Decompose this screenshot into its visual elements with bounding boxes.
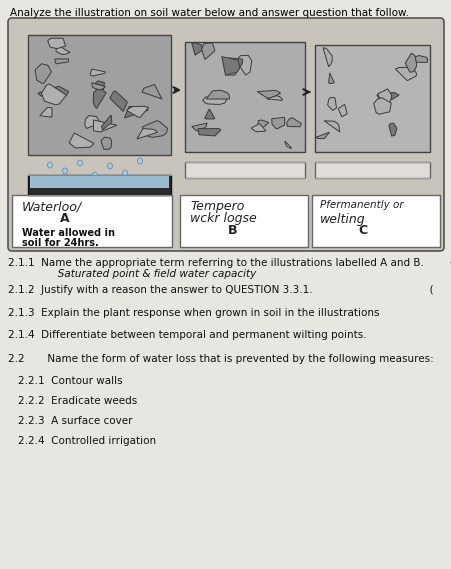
Polygon shape [95,81,104,89]
Polygon shape [137,129,157,139]
Polygon shape [142,84,162,99]
Polygon shape [413,56,428,63]
Text: wckr logse: wckr logse [190,212,257,225]
Ellipse shape [78,160,83,166]
Polygon shape [323,48,332,67]
Text: 2.1.2  Justify with a reason the answer to QUESTION 3.3.1.                      : 2.1.2 Justify with a reason the answer t… [8,285,433,295]
Polygon shape [389,123,397,136]
Ellipse shape [123,170,128,176]
Ellipse shape [138,158,143,164]
Polygon shape [203,97,227,105]
Polygon shape [38,86,69,98]
Polygon shape [48,38,65,48]
Bar [315,162,430,178]
Text: 2.2.2  Eradicate weeds: 2.2.2 Eradicate weeds [18,396,137,406]
Text: Pfermanently or: Pfermanently or [320,200,404,210]
Polygon shape [56,45,70,55]
Polygon shape [142,121,168,138]
Polygon shape [40,108,52,117]
Polygon shape [226,63,236,75]
Polygon shape [101,115,112,130]
Ellipse shape [47,162,52,168]
Polygon shape [205,109,215,119]
Polygon shape [198,129,221,136]
Polygon shape [55,59,69,64]
Polygon shape [285,141,292,149]
Polygon shape [101,137,112,149]
Polygon shape [41,84,66,105]
Text: welting: welting [320,213,366,226]
Text: 2.1.1  Name the appropriate term referring to the illustrations labelled A and B: 2.1.1 Name the appropriate term referrin… [8,258,451,268]
Text: Water allowed in: Water allowed in [22,228,115,238]
Bar [28,35,171,155]
Polygon shape [405,53,417,72]
Text: C: C [358,224,367,237]
Text: 2.1.3  Explain the plant response when grown in soil in the illustrations: 2.1.3 Explain the plant response when gr… [8,308,379,318]
Ellipse shape [63,168,68,174]
FancyBboxPatch shape [8,18,444,251]
Polygon shape [69,133,94,148]
Polygon shape [222,56,240,75]
Bar [28,175,171,195]
Text: Saturated point & field water capacity: Saturated point & field water capacity [22,269,256,279]
Text: A: A [60,212,69,225]
Polygon shape [192,43,202,55]
Polygon shape [35,64,51,83]
Text: 2.1.4  Differentiate between temporal and permanent wilting points.: 2.1.4 Differentiate between temporal and… [8,330,367,340]
Text: 2.2.4  Controlled irrigation: 2.2.4 Controlled irrigation [18,436,156,446]
Polygon shape [93,86,106,109]
Polygon shape [110,91,127,112]
Polygon shape [324,121,340,132]
Bar [30,176,169,188]
Polygon shape [93,120,117,132]
Text: 2.2.3  A surface cover: 2.2.3 A surface cover [18,416,133,426]
Polygon shape [206,90,230,99]
Text: Tempero: Tempero [190,200,244,213]
Bar [315,45,430,152]
Polygon shape [85,116,99,129]
Polygon shape [272,117,285,129]
Polygon shape [338,104,347,117]
Text: 2.2       Name the form of water loss that is prevented by the following measure: 2.2 Name the form of water loss that is … [8,354,434,364]
Text: 2.2.1  Contour walls: 2.2.1 Contour walls [18,376,123,386]
Polygon shape [92,83,106,90]
Polygon shape [329,73,334,84]
Text: Analyze the illustration on soil water below and answer question that follow.: Analyze the illustration on soil water b… [10,8,409,18]
Bar [185,162,305,178]
Polygon shape [316,132,330,139]
Text: Waterloo/: Waterloo/ [22,200,82,213]
Polygon shape [396,67,417,81]
Polygon shape [378,89,391,104]
Polygon shape [192,123,207,131]
Polygon shape [202,43,215,59]
Bar [312,195,440,247]
Polygon shape [90,69,105,76]
Bar [185,42,305,152]
Polygon shape [327,97,336,110]
Polygon shape [257,90,281,99]
Polygon shape [267,96,282,100]
Text: B: B [228,224,238,237]
Text: soil for 24hrs.: soil for 24hrs. [22,238,99,248]
Ellipse shape [107,163,112,169]
Polygon shape [258,120,269,129]
Polygon shape [377,93,399,100]
Ellipse shape [92,172,97,178]
Bar [180,195,308,247]
Polygon shape [251,123,266,131]
Polygon shape [237,55,252,75]
Polygon shape [374,98,391,114]
Bar [12,195,172,247]
Polygon shape [124,106,148,118]
Polygon shape [287,118,301,127]
Polygon shape [127,106,149,117]
Polygon shape [229,58,243,68]
